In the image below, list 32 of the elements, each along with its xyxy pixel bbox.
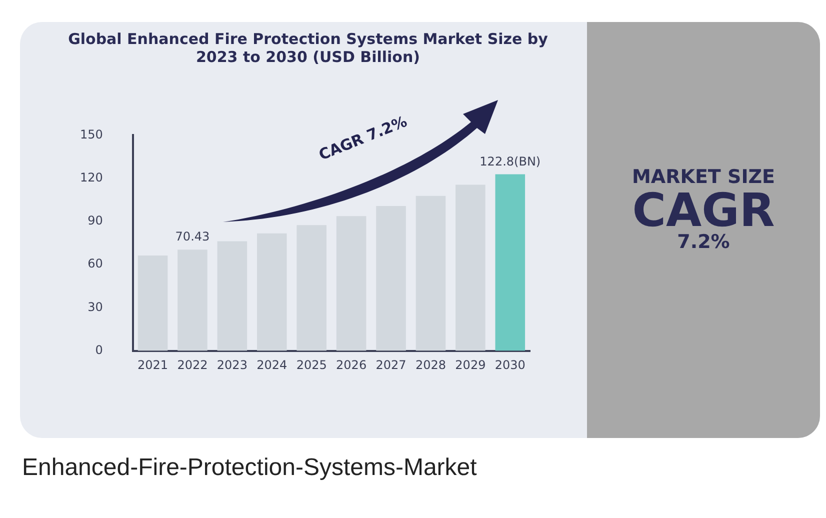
x-tick-label: 2025 xyxy=(296,358,327,372)
bar xyxy=(178,250,208,351)
data-label: 122.8(BN) xyxy=(480,154,541,168)
bar xyxy=(456,184,486,351)
y-tick-label: 60 xyxy=(88,256,103,271)
y-tick-label: 30 xyxy=(88,300,103,314)
x-tick-label: 2021 xyxy=(137,358,168,372)
x-tick-label: 2027 xyxy=(376,358,406,372)
bar xyxy=(336,216,366,351)
text: MARKET SIZE xyxy=(630,166,776,188)
x-tick-label: 2026 xyxy=(336,358,367,372)
y-tick-label: 0 xyxy=(95,342,103,357)
x-tick-label: 2029 xyxy=(455,358,486,372)
bar xyxy=(138,256,168,351)
y-tick-label: 150 xyxy=(80,127,103,142)
bar xyxy=(296,225,326,351)
bar xyxy=(495,174,526,351)
chart-title: Global Enhanced Fire Protection Systems Market Size by 2023 to 2030 (USD Billion) xyxy=(68,30,548,66)
x-tick-label: 2030 xyxy=(494,358,526,372)
x-tick-label: 2024 xyxy=(256,358,288,372)
x-tick-label: 2023 xyxy=(216,358,248,372)
y-tick-label: 120 xyxy=(80,170,103,184)
x-tick-label: 2028 xyxy=(415,358,446,372)
bar xyxy=(256,233,287,351)
x-tick-label: 2022 xyxy=(177,358,208,372)
y-tick-label: 90 xyxy=(88,214,103,228)
bar xyxy=(416,196,446,351)
annotation: CAGR 7.2% xyxy=(316,112,410,164)
bar xyxy=(217,241,248,351)
bar xyxy=(376,206,406,351)
text: Enhanced-Fire-Protection-Systems-Market xyxy=(22,454,477,482)
data-label: 70.43 xyxy=(175,230,210,244)
